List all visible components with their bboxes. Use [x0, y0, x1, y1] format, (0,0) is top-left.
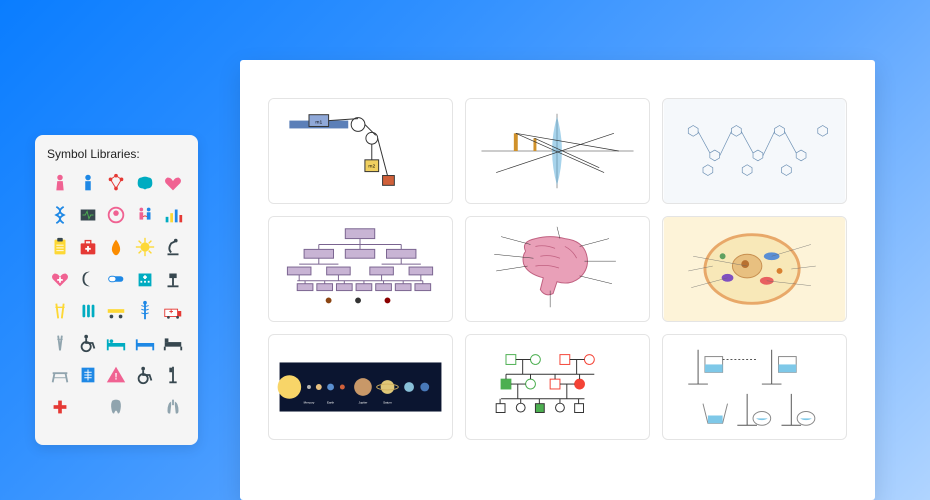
table-icon[interactable]	[47, 361, 72, 388]
ambulance-icon[interactable]	[161, 297, 186, 324]
symbol-icon-grid: !	[47, 169, 186, 420]
brain-icon[interactable]	[132, 169, 157, 196]
heart-plus-icon[interactable]	[47, 265, 72, 292]
svg-text:Mercury: Mercury	[304, 401, 315, 405]
template-solar-system[interactable]: Mercury Earth Jupiter Saturn	[268, 334, 453, 440]
crutch-icon[interactable]	[47, 329, 72, 356]
template-circuit-pedigree[interactable]	[465, 334, 650, 440]
bed2-icon[interactable]	[132, 329, 157, 356]
svg-text:!: !	[115, 371, 118, 381]
template-grid: m1 m2 Mercury Earth Jupiter Saturn	[268, 98, 847, 440]
person-female-icon[interactable]	[47, 169, 72, 196]
bed1-icon[interactable]	[104, 329, 129, 356]
svg-text:m2: m2	[368, 164, 375, 170]
caduceus-icon[interactable]	[132, 297, 157, 324]
svg-text:Jupiter: Jupiter	[359, 401, 368, 405]
dna-icon[interactable]	[47, 201, 72, 228]
moon-icon[interactable]	[75, 265, 100, 292]
virus-icon[interactable]	[132, 233, 157, 260]
crutches-icon[interactable]	[47, 297, 72, 324]
lungs-icon[interactable]	[161, 393, 186, 420]
template-chemistry-reaction[interactable]	[662, 98, 847, 204]
templates-panel: m1 m2 Mercury Earth Jupiter Saturn	[240, 60, 875, 500]
scope-icon[interactable]	[161, 265, 186, 292]
hospital-icon[interactable]	[132, 265, 157, 292]
template-lab-setup[interactable]	[662, 334, 847, 440]
person-male-icon[interactable]	[75, 169, 100, 196]
tooth-icon[interactable]	[104, 393, 129, 420]
wheelchair2-icon[interactable]	[132, 361, 157, 388]
blank1-icon[interactable]	[75, 393, 100, 420]
symbol-panel-title: Symbol Libraries:	[47, 147, 186, 161]
fetus-icon[interactable]	[104, 201, 129, 228]
hazard-icon[interactable]: !	[104, 361, 129, 388]
tubes-icon[interactable]	[75, 297, 100, 324]
iv-stand-icon[interactable]	[161, 361, 186, 388]
microscope-icon[interactable]	[161, 233, 186, 260]
template-tree-diagram[interactable]	[268, 216, 453, 322]
medkit-icon[interactable]	[75, 233, 100, 260]
blank2-icon[interactable]	[132, 393, 157, 420]
template-pulley-physics[interactable]: m1 m2	[268, 98, 453, 204]
template-brain-anatomy[interactable]	[465, 216, 650, 322]
template-cell-diagram[interactable]	[662, 216, 847, 322]
template-lens-optics[interactable]	[465, 98, 650, 204]
couple-icon[interactable]	[132, 201, 157, 228]
blood-drop-icon[interactable]	[104, 233, 129, 260]
svg-text:Saturn: Saturn	[383, 401, 392, 405]
wheelchair-icon[interactable]	[75, 329, 100, 356]
molecule-icon[interactable]	[104, 169, 129, 196]
clipboard-icon[interactable]	[47, 233, 72, 260]
xray-icon[interactable]	[75, 361, 100, 388]
pill-icon[interactable]	[104, 265, 129, 292]
bed3-icon[interactable]	[161, 329, 186, 356]
symbol-libraries-panel: Symbol Libraries: !	[35, 135, 198, 445]
stretcher-icon[interactable]	[104, 297, 129, 324]
svg-text:Earth: Earth	[327, 401, 334, 405]
monitor-icon[interactable]	[75, 201, 100, 228]
heart-icon[interactable]	[161, 169, 186, 196]
chart-icon[interactable]	[161, 201, 186, 228]
svg-text:m1: m1	[315, 120, 322, 126]
cross-icon[interactable]	[47, 393, 72, 420]
